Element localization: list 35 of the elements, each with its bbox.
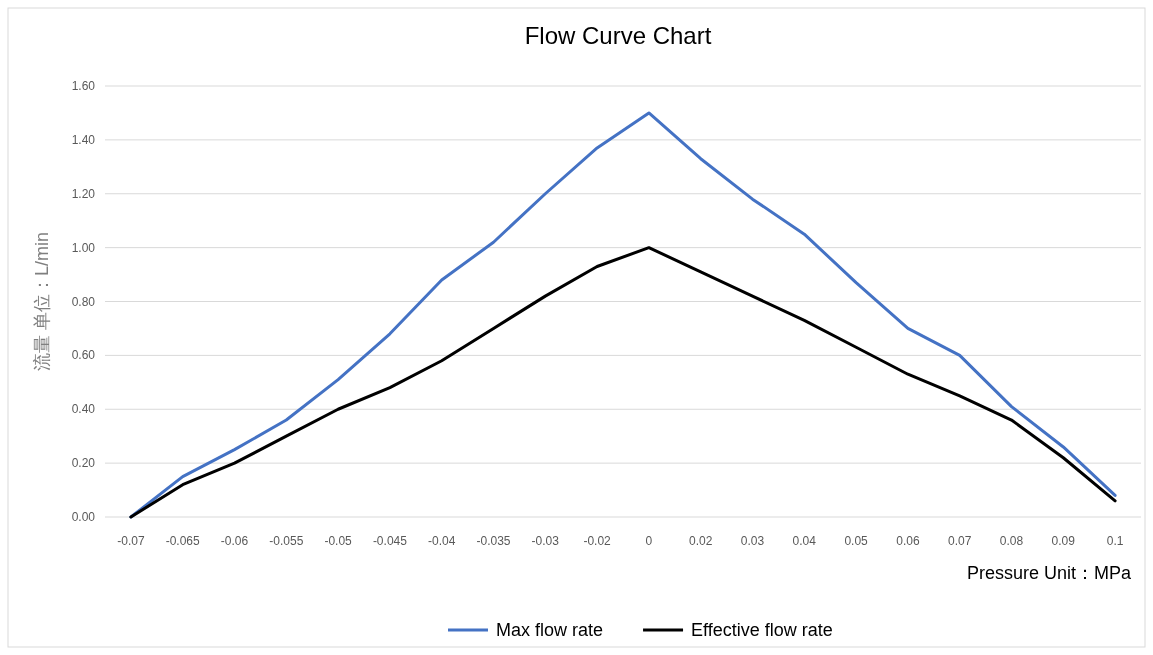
x-axis-title: Pressure Unit：MPa	[966, 563, 1132, 583]
y-tick-label: 0.00	[71, 510, 96, 524]
y-tick-label: 0.60	[71, 348, 96, 363]
y-axis-title: 流量 单位：L/min	[32, 231, 52, 372]
x-tick-label: 0.06	[896, 534, 920, 548]
x-tick-label: -0.07	[117, 534, 145, 548]
y-tick-label: 0.40	[71, 402, 96, 417]
y-tick-label: 1.40	[71, 132, 96, 147]
x-tick-label: 0.09	[1051, 534, 1076, 548]
x-tick-label: -0.065	[165, 534, 201, 548]
x-tick-label: 0.08	[999, 534, 1024, 548]
x-tick-label: -0.035	[476, 534, 511, 548]
x-tick-label: -0.045	[372, 534, 408, 548]
y-tick-label: 1.00	[71, 240, 96, 255]
x-tick-label: -0.05	[324, 534, 353, 548]
x-tick-label: -0.04	[428, 534, 456, 548]
y-tick-label: 1.60	[71, 79, 96, 93]
x-tick-label: -0.055	[269, 534, 304, 548]
legend-label: Max flow rate	[496, 620, 604, 640]
x-tick-label: 0.04	[792, 534, 817, 548]
x-tick-label: 0.05	[844, 534, 869, 548]
line-series	[129, 246, 1117, 519]
x-tick-label: -0.03	[531, 534, 560, 548]
x-tick-label: 0.07	[948, 534, 972, 548]
y-tick-label: 0.20	[71, 456, 96, 471]
x-tick-label: 0	[645, 534, 653, 548]
legend-label: Effective flow rate	[691, 620, 833, 640]
y-tick-label: 1.20	[71, 186, 96, 201]
x-tick-label: -0.02	[583, 534, 612, 548]
chart-title: Flow Curve Chart	[524, 22, 712, 49]
x-tick-label: 0.02	[689, 534, 713, 548]
x-tick-label: -0.06	[220, 534, 249, 548]
x-tick-label: 0.1	[1106, 534, 1124, 548]
y-tick-label: 0.80	[71, 294, 96, 309]
x-tick-label: 0.03	[740, 534, 765, 548]
